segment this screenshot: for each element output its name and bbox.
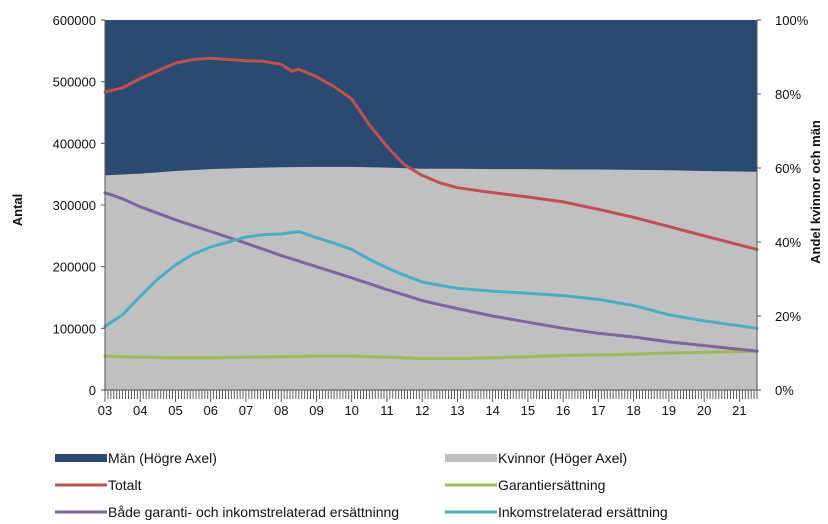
y-right-tick-label: 0% [775,383,794,398]
x-tick-label: 21 [732,403,746,418]
axes: 0 100000 200000 300000 400000 500000 600000 0% 2… [53,13,809,418]
x-tick-label: 12 [415,403,429,418]
x-tick-label: 06 [203,403,217,418]
x-tick-label: 07 [239,403,253,418]
series-line-b-de-garanti-och-inkomstrelaterad-ers-ttninng [103,191,759,353]
x-tick-label: 10 [344,403,358,418]
y-left-tick-label: 300000 [53,198,96,213]
legend: Män (Högre Axel) Kvinnor (Höger Axel) Tota… [55,450,668,520]
x-tick-label: 04 [133,403,147,418]
x-tick-label: 15 [521,403,535,418]
x-tick-label: 16 [556,403,570,418]
x-tick-label: 18 [626,403,640,418]
x-tick-label: 08 [274,403,288,418]
legend-label: Män (Högre Axel) [108,450,217,466]
y-left-axis-title: Antal [10,194,25,227]
x-tick-label: 19 [662,403,676,418]
series-line-inkomstrelaterad-ers-ttning [103,230,759,330]
y-right-tick-label: 80% [775,87,801,102]
x-tick-label: 11 [380,403,394,418]
y-left-tick-label: 500000 [53,75,96,90]
legend-label: Inkomstrelaterad ersättning [498,504,668,520]
y-left-tick-label: 400000 [53,136,96,151]
x-tick-label: 03 [98,403,112,418]
series-line-totalt [103,56,759,251]
y-right-tick-label: 40% [775,235,801,250]
legend-swatch [55,454,107,462]
legend-label: Både garanti- och inkomstrelaterad ersät… [108,504,399,520]
y-right-tick-label: 20% [775,309,801,324]
x-tick-label: 05 [168,403,182,418]
area-women [105,166,757,390]
x-tick-label: 17 [591,403,605,418]
x-tick-label: 13 [450,403,464,418]
x-tick-label: 14 [485,403,499,418]
x-tick-label: 09 [309,403,323,418]
series-line-garantiers-ttning [103,349,759,361]
legend-swatch [445,454,497,462]
legend-label: Totalt [108,477,142,493]
y-right-axis-title: Andel kvinnor och män [808,120,823,264]
y-left-tick-label: 200000 [53,260,96,275]
y-left-tick-label: 0 [89,383,96,398]
plot-area [103,20,759,390]
legend-label: Garantiersättning [498,477,605,493]
y-left-tick-label: 600000 [53,13,96,28]
y-left-tick-label: 100000 [53,321,96,336]
y-right-tick-label: 60% [775,161,801,176]
legend-label: Kvinnor (Höger Axel) [498,450,627,466]
x-tick-label: 20 [697,403,711,418]
y-right-tick-label: 100% [775,13,809,28]
